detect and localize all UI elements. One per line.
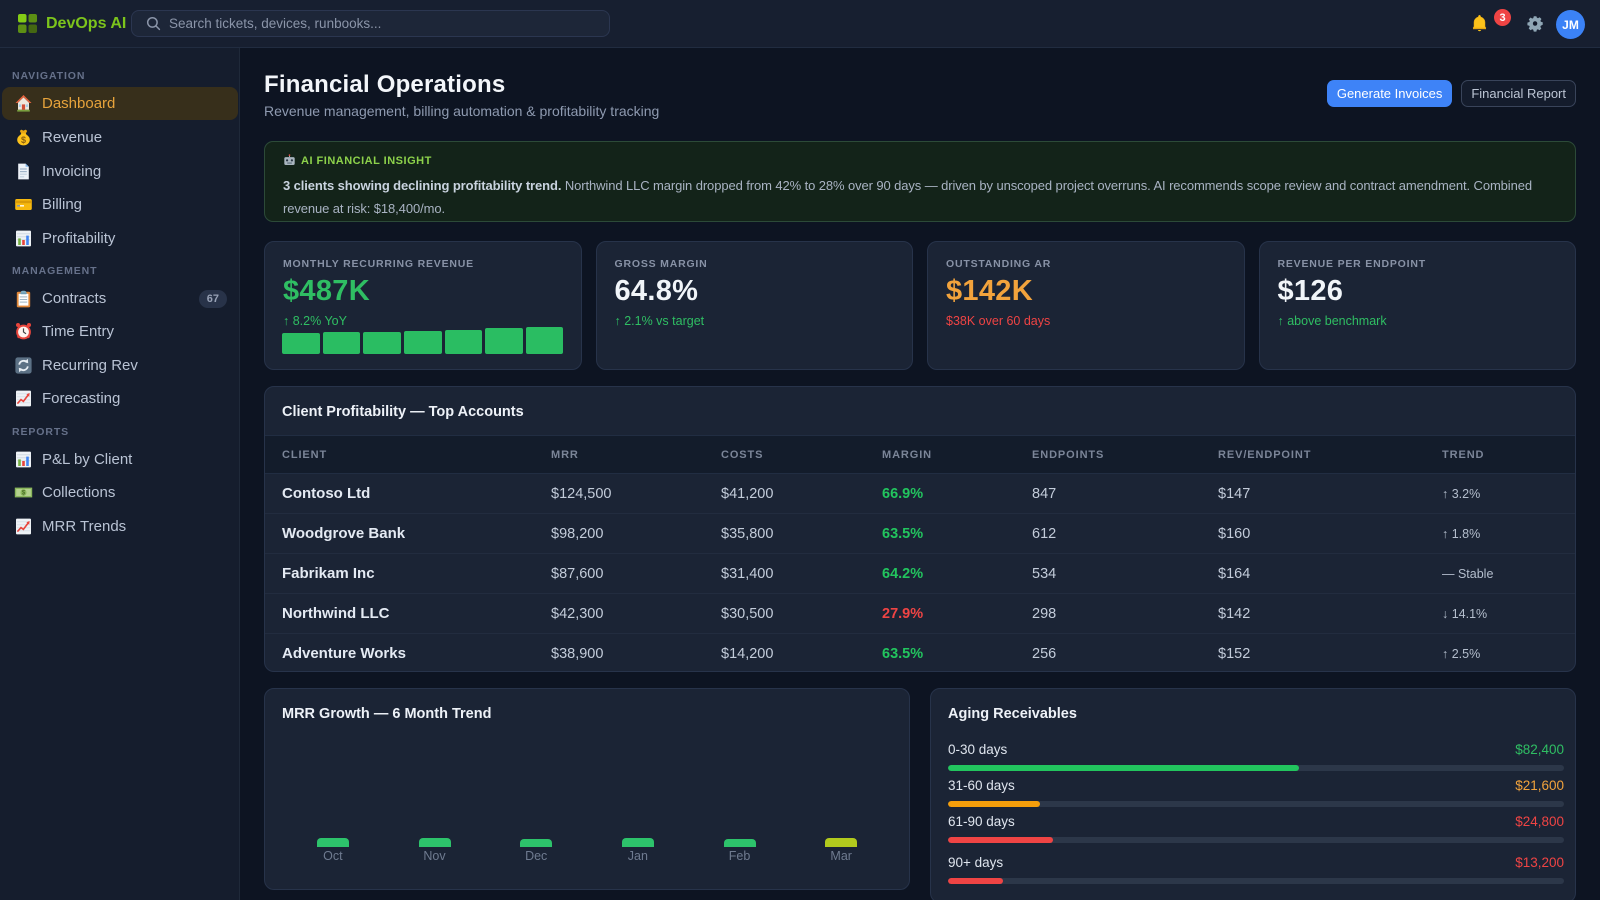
svg-text:$: $ [20, 135, 25, 145]
svg-text:$: $ [21, 491, 25, 497]
